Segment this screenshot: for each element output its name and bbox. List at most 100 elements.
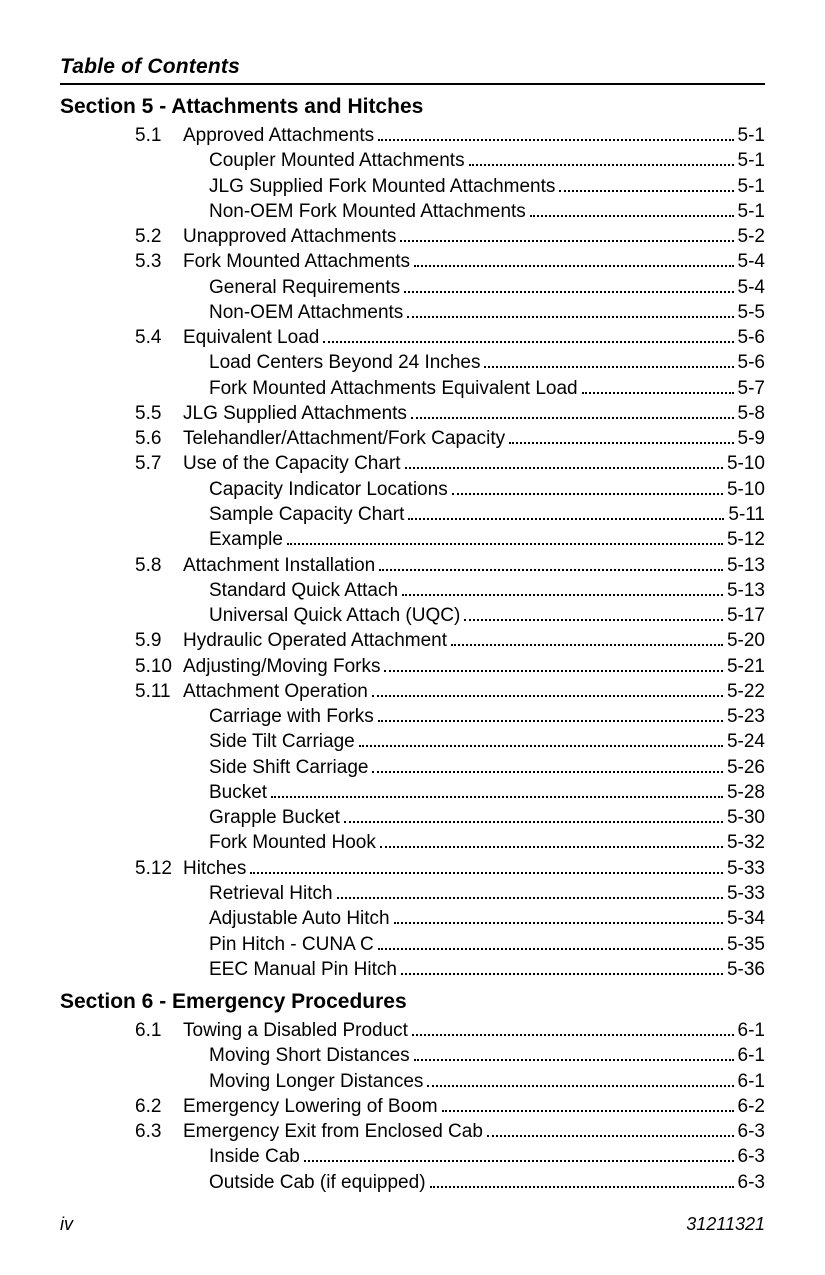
toc-leader-dots [380,836,723,848]
toc-entry-page: 6-3 [738,1119,765,1144]
toc-entry-page: 5-1 [738,174,765,199]
toc-leader-dots [400,230,733,242]
toc-entry-title: Inside Cab [209,1144,300,1169]
toc-entry-page: 5-4 [738,275,765,300]
toc-entry-number: 5.4 [135,325,183,350]
toc-subentry: Inside Cab 6-3 [60,1144,765,1169]
toc-entry-title: Fork Mounted Attachments [183,249,410,274]
toc-entry-page: 5-10 [727,451,765,476]
toc-leader-dots [379,558,723,570]
toc-subentry: Non-OEM Attachments 5-5 [60,300,765,325]
toc-entry: 5.4Equivalent Load5-6 [60,325,765,350]
toc-entry: 6.1Towing a Disabled Product6-1 [60,1018,765,1043]
toc-entry-title: Adjustable Auto Hitch [209,906,390,931]
toc-entry: 5.8Attachment Installation5-13 [60,553,765,578]
toc-entry-page: 5-33 [727,881,765,906]
toc-entry-page: 5-30 [727,805,765,830]
toc-entry-title: Use of the Capacity Chart [183,451,401,476]
toc-leader-dots [304,1150,734,1162]
toc-leader-dots [414,1049,734,1061]
toc-entry-title: JLG Supplied Fork Mounted Attachments [209,174,555,199]
toc-leader-dots [271,785,723,797]
toc-leader-dots [378,129,733,141]
toc-entry-page: 5-7 [738,376,765,401]
toc-entry-page: 6-1 [738,1043,765,1068]
toc-entry-page: 5-1 [738,199,765,224]
toc-subentry: Standard Quick Attach5-13 [60,578,765,603]
toc-entry-page: 6-1 [738,1069,765,1094]
toc-entry-page: 5-13 [727,553,765,578]
toc-entry-page: 6-3 [738,1144,765,1169]
toc-entry-title: Universal Quick Attach (UQC) [209,603,460,628]
page-footer: iv 31211321 [60,1214,765,1235]
toc-leader-dots [582,381,734,393]
toc-entry-title: Hitches [183,856,246,881]
toc-entry-title: Hydraulic Operated Attachment [183,628,447,653]
toc-leader-dots [384,659,723,671]
toc-entry-page: 5-17 [727,603,765,628]
toc-entry-page: 5-11 [728,502,765,527]
footer-page-number: iv [60,1214,73,1235]
toc-leader-dots [414,255,733,267]
toc-entry-title: Fork Mounted Attachments Equivalent Load [209,376,578,401]
toc-entry-title: Adjusting/Moving Forks [183,654,380,679]
toc-leader-dots [344,811,723,823]
toc-entry: 5.9Hydraulic Operated Attachment 5-20 [60,628,765,653]
toc-entry-title: Unapproved Attachments [183,224,396,249]
toc-entry-page: 5-35 [727,932,765,957]
toc-leader-dots [402,583,723,595]
toc-subentry: Pin Hitch - CUNA C5-35 [60,932,765,957]
toc-subentry: Load Centers Beyond 24 Inches5-6 [60,350,765,375]
toc-entry-title: General Requirements [209,275,400,300]
toc-entry-title: Non-OEM Fork Mounted Attachments [209,199,526,224]
toc-subentry: General Requirements 5-4 [60,275,765,300]
toc-subentry: Sample Capacity Chart5-11 [60,502,765,527]
toc-leader-dots [559,179,733,191]
toc-leader-dots [487,1125,734,1137]
toc-entry-page: 5-21 [727,654,765,679]
toc-leader-dots [427,1074,733,1086]
toc-entry-page: 5-9 [738,426,765,451]
toc-entry-page: 5-26 [727,755,765,780]
toc-entry: 5.1Approved Attachments5-1 [60,123,765,148]
toc-entry: 5.12Hitches5-33 [60,856,765,881]
toc-entry-title: Side Shift Carriage [209,755,368,780]
toc-entry: 5.11Attachment Operation5-22 [60,679,765,704]
toc-entry-page: 5-20 [727,628,765,653]
toc-entry-number: 5.9 [135,628,183,653]
toc-entry-number: 5.3 [135,249,183,274]
toc-entry-title: Towing a Disabled Product [183,1018,408,1043]
toc-leader-dots [407,305,733,317]
page: Table of Contents Section 5 - Attachment… [0,0,825,1275]
toc-leader-dots [337,887,723,899]
toc-entry-page: 5-32 [727,830,765,855]
toc-entry-title: EEC Manual Pin Hitch [209,957,397,982]
toc-entry-number: 5.11 [135,679,183,704]
toc-leader-dots [401,962,723,974]
toc-leader-dots [378,710,723,722]
toc-leader-dots [250,861,723,873]
toc-leader-dots [451,634,723,646]
toc-leader-dots [372,684,723,696]
toc-entry-title: Emergency Exit from Enclosed Cab [183,1119,483,1144]
toc-entry-title: Example [209,527,283,552]
toc-entry-title: Grapple Bucket [209,805,340,830]
page-title: Table of Contents [60,55,765,82]
toc-entry-title: Non-OEM Attachments [209,300,403,325]
toc-entry-page: 5-8 [738,401,765,426]
toc-subentry: Grapple Bucket 5-30 [60,805,765,830]
toc-leader-dots [359,735,723,747]
toc-leader-dots [372,760,723,772]
section-heading: Section 5 - Attachments and Hitches [60,95,765,119]
toc-entry-page: 5-5 [738,300,765,325]
toc-entry-page: 5-23 [727,704,765,729]
toc-entry-number: 5.6 [135,426,183,451]
toc-subentry: Moving Short Distances6-1 [60,1043,765,1068]
toc-leader-dots [509,432,733,444]
toc-entry-page: 5-6 [738,350,765,375]
toc-entry-number: 5.10 [135,654,183,679]
toc-entry-title: Fork Mounted Hook [209,830,376,855]
toc-entry: 5.5JLG Supplied Attachments5-8 [60,401,765,426]
toc-entry-page: 5-22 [727,679,765,704]
toc-entry-title: Standard Quick Attach [209,578,398,603]
